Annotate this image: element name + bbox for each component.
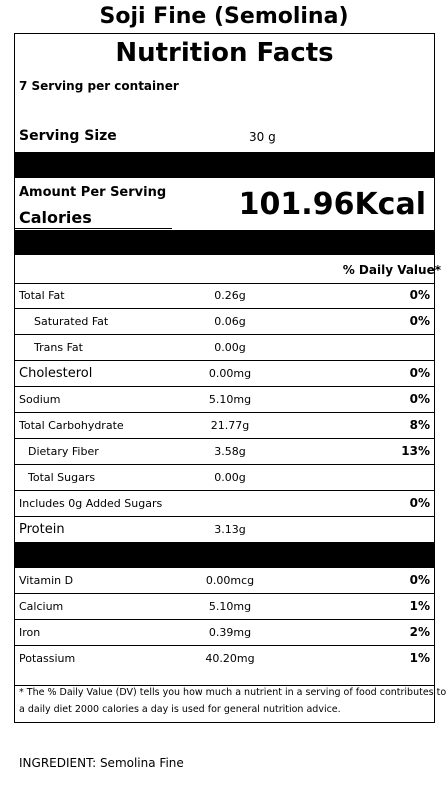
nutrient-dv: 0% <box>409 573 430 587</box>
nutrient-amount: 0.26g <box>214 289 246 302</box>
row-line <box>15 334 434 335</box>
row-line <box>15 593 434 594</box>
nutrient-name: Calcium <box>19 600 64 614</box>
nutrient-amount: 0.06g <box>214 315 246 328</box>
calories-rule <box>15 228 172 229</box>
nutrient-dv: 1% <box>409 651 430 665</box>
nutrient-amount: 21.77g <box>210 419 250 432</box>
dv-header: % Daily Value* <box>342 263 441 277</box>
row-line <box>15 490 434 491</box>
row-line <box>15 516 434 517</box>
row-line <box>15 386 434 387</box>
serving-size-label: Serving Size <box>19 128 117 144</box>
nutrient-amount: 40.20mg <box>205 652 255 665</box>
divider-bar <box>15 152 434 178</box>
nutrient-name: Iron <box>19 626 41 640</box>
divider-bar <box>15 542 434 568</box>
row-line <box>15 438 434 439</box>
nutrient-amount: 0.00g <box>214 341 246 354</box>
nutrient-amount: 3.58g <box>214 445 246 458</box>
nutrient-name: Saturated Fat <box>34 315 109 329</box>
nutrient-name: Dietary Fiber <box>28 445 99 459</box>
row-line <box>15 645 434 646</box>
nutrient-name: Protein <box>19 522 65 538</box>
nutrient-dv: 2% <box>409 625 430 639</box>
nutrient-name: Potassium <box>19 652 76 666</box>
nutrient-amount: 0.39mg <box>208 626 252 639</box>
calories-label: Calories <box>19 208 92 227</box>
nutrient-name: Sodium <box>19 393 61 407</box>
footnote: a daily diet 2000 calories a day is used… <box>19 704 341 715</box>
nutrient-dv: 8% <box>409 418 430 432</box>
label-box <box>14 33 435 723</box>
nutrient-dv: 0% <box>409 314 430 328</box>
nutrient-dv: 0% <box>409 366 430 380</box>
nutrient-name: Total Sugars <box>28 471 96 485</box>
servings: 7 Serving per container <box>19 79 179 93</box>
nutrient-name: Includes 0g Added Sugars <box>19 497 163 511</box>
row-line <box>15 360 434 361</box>
nutrient-amount: 5.10mg <box>208 600 252 613</box>
nutrient-amount: 0.00mg <box>208 367 252 380</box>
row-line <box>15 619 434 620</box>
row-line <box>15 308 434 309</box>
divider-bar <box>15 230 434 255</box>
nutrient-dv: 0% <box>409 392 430 406</box>
nutrient-dv: 0% <box>409 496 430 510</box>
nutrient-name: Vitamin D <box>19 574 74 588</box>
nutrient-amount: 3.13g <box>214 523 246 536</box>
nutrient-name: Total Carbohydrate <box>19 419 124 433</box>
footnote: * The % Daily Value (DV) tells you how m… <box>19 687 447 698</box>
nutrient-name: Total Fat <box>19 289 65 303</box>
nutrient-dv: 1% <box>409 599 430 613</box>
row-line <box>15 412 434 413</box>
nutrient-dv: 13% <box>401 444 430 458</box>
nutrient-amount: 0.00g <box>214 471 246 484</box>
nutrient-amount: 0.00mcg <box>205 574 255 587</box>
ingredient: INGREDIENT: Semolina Fine <box>19 756 184 770</box>
row-line <box>15 283 434 284</box>
amount-label: Amount Per Serving <box>19 185 167 200</box>
row-line <box>15 464 434 465</box>
nutrient-amount: 5.10mg <box>208 393 252 406</box>
row-line <box>15 685 434 686</box>
nutrient-name: Trans Fat <box>34 341 83 355</box>
nutrient-dv: 0% <box>409 288 430 302</box>
product-title: Soji Fine (Semolina) <box>99 4 349 29</box>
nutrient-name: Cholesterol <box>19 366 93 382</box>
calories-value: 101.96Kcal <box>238 187 426 222</box>
serving-size: 30 g <box>249 130 276 144</box>
label-title: Nutrition Facts <box>115 38 334 68</box>
